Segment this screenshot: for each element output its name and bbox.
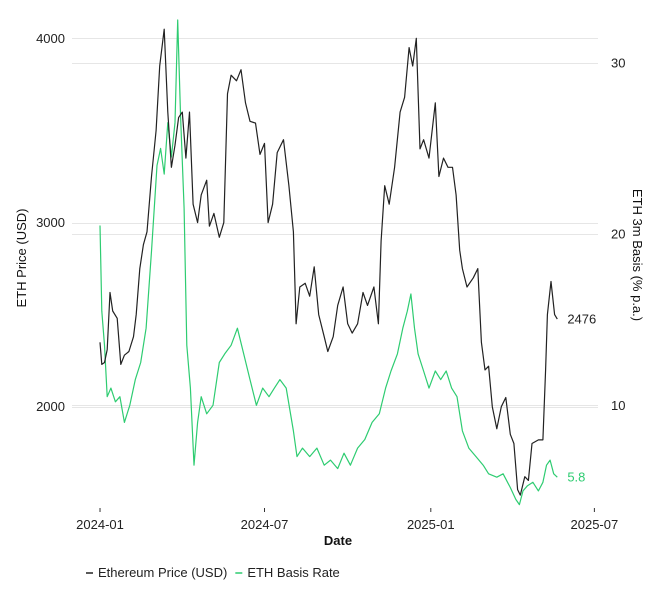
x-axis-title: Date [324, 533, 352, 548]
y-right-tick-label: 10 [611, 398, 625, 413]
y-axis-right: 10 20 30 [611, 55, 625, 412]
series-line-eth-price [99, 28, 558, 496]
series-layer [99, 19, 558, 506]
legend-label: Ethereum Price (USD) [98, 565, 227, 580]
y-axis-left: 2000 3000 4000 [36, 31, 65, 414]
legend: Ethereum Price (USD) ETH Basis Rate [86, 565, 340, 580]
legend-label: ETH Basis Rate [247, 565, 339, 580]
end-labels: 2476 5.8 [567, 312, 596, 485]
y-left-tick-label: 3000 [36, 215, 65, 230]
end-label-eth-basis: 5.8 [567, 470, 585, 485]
y-left-tick-label: 2000 [36, 399, 65, 414]
x-tick-label: 2025-07 [571, 517, 619, 532]
series-line-eth-basis [99, 19, 558, 506]
y-axis-right-title: ETH 3m Basis (% p.a.) [630, 189, 645, 321]
x-tick-label: 2025-01 [407, 517, 455, 532]
y-axis-left-title: ETH Price (USD) [14, 209, 29, 308]
x-tick-label: 2024-07 [241, 517, 289, 532]
x-axis: 2024-01 2024-07 2025-01 2025-07 [76, 508, 618, 532]
x-tick-label: 2024-01 [76, 517, 124, 532]
end-label-eth-price: 2476 [567, 312, 596, 327]
y-left-tick-label: 4000 [36, 31, 65, 46]
gridlines [72, 38, 598, 408]
y-right-tick-label: 20 [611, 227, 625, 242]
y-right-tick-label: 30 [611, 55, 625, 70]
